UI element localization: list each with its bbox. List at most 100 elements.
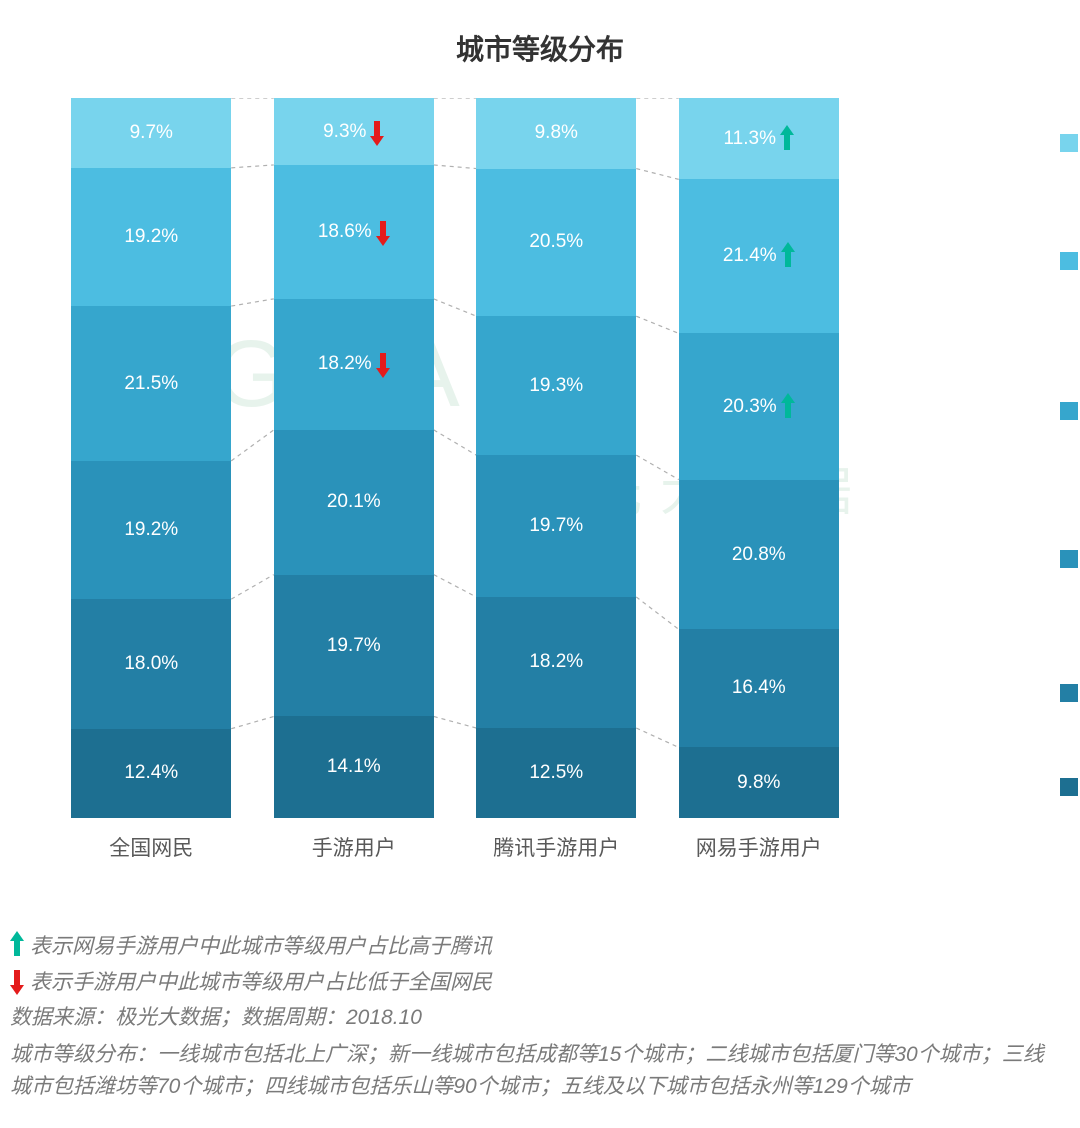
bar-group: 12.5%18.2%19.7%19.3%20.5%9.8%腾讯手游用户 <box>455 98 658 818</box>
bar-segment: 19.7% <box>476 455 636 597</box>
bar-segment: 19.2% <box>71 168 231 306</box>
stacked-bar: 9.8% 16.4% 20.8% 20.3% 21.4% 11.3% <box>679 98 839 818</box>
segment-label: 20.1% <box>327 491 381 513</box>
note-down-text: 表示手游用户中此城市等级用户占比低于全国网民 <box>30 966 492 996</box>
bar-segment: 18.0% <box>71 599 231 729</box>
xaxis-label: 网易手游用户 <box>658 832 861 862</box>
segment-label: 19.3% <box>529 375 583 397</box>
segment-label: 20.5% <box>529 231 583 253</box>
bar-segment: 12.5% <box>476 728 636 818</box>
arrow-up-icon <box>781 394 795 420</box>
segment-label: 19.7% <box>529 515 583 537</box>
segment-label: 14.1% <box>327 756 381 778</box>
chart-title: 城市等级分布 <box>0 0 1080 98</box>
arrow-down-icon <box>376 351 390 377</box>
bar-segment: 20.5% <box>476 169 636 317</box>
bar-segment: 18.2% <box>274 299 434 430</box>
segment-label: 19.2% <box>124 226 178 248</box>
arrow-up-icon <box>780 126 794 152</box>
segment-value-text: 21.4% <box>723 245 777 267</box>
bar-segment: 9.8% <box>679 747 839 818</box>
segment-value-text: 20.5% <box>529 231 583 253</box>
segment-value-text: 12.5% <box>529 762 583 784</box>
bar-segment: 14.1% <box>274 716 434 818</box>
segment-value-text: 9.7% <box>130 122 173 144</box>
arrow-down-icon <box>10 968 24 994</box>
segment-label: 18.0% <box>124 653 178 675</box>
bar-segment: 16.4% <box>679 629 839 747</box>
bar-segment: 18.2% <box>476 597 636 728</box>
segment-label: 12.4% <box>124 762 178 784</box>
legend-item: 五线及以下城市 <box>1060 773 1080 802</box>
arrow-down-icon <box>376 219 390 245</box>
segment-value-text: 19.2% <box>124 519 178 541</box>
segment-value-text: 9.3% <box>323 121 366 143</box>
note-up-text: 表示网易手游用户中此城市等级用户占比高于腾讯 <box>30 930 492 960</box>
legend-swatch <box>1060 402 1078 420</box>
arrow-up-icon <box>10 932 24 958</box>
source-text: 数据来源：极光大数据；数据周期：2018.10 <box>10 1002 1060 1035</box>
stacked-bar: 12.5% 18.2% 19.7% 19.3% 20.5% 9.8% <box>476 98 636 818</box>
legend-item: 新一线城市 <box>1060 246 1080 275</box>
segment-label: 18.2% <box>529 651 583 673</box>
legend-swatch <box>1060 684 1078 702</box>
segment-label: 9.3% <box>323 119 384 145</box>
segment-label: 20.3% <box>723 394 795 420</box>
legend-item: 二线城市 <box>1060 397 1080 426</box>
segment-label: 9.8% <box>535 122 578 144</box>
bar-segment: 21.5% <box>71 306 231 461</box>
stacked-bar: 14.1% 19.7% 20.1% 18.2% 18.6% 9.3% <box>274 98 434 818</box>
xaxis-label: 手游用户 <box>253 832 456 862</box>
legend-swatch <box>1060 550 1078 568</box>
segment-label: 19.2% <box>124 519 178 541</box>
legend-item: 四线城市 <box>1060 678 1080 707</box>
segment-label: 11.3% <box>724 126 794 152</box>
segment-value-text: 19.2% <box>124 226 178 248</box>
stacked-bar: 12.4% 18.0% 19.2% 21.5% 19.2% 9.7% <box>71 98 231 818</box>
legend-item: 一线城市 <box>1060 129 1080 158</box>
note-up: 表示网易手游用户中此城市等级用户占比高于腾讯 <box>10 930 1060 960</box>
segment-value-text: 18.6% <box>318 221 372 243</box>
arrow-down-icon <box>370 119 384 145</box>
segment-label: 9.8% <box>737 772 780 794</box>
segment-value-text: 20.8% <box>732 544 786 566</box>
bar-group: 14.1%19.7%20.1%18.2%18.6%9.3%手游用户 <box>253 98 456 818</box>
segment-label: 18.6% <box>318 219 390 245</box>
bar-segment: 11.3% <box>679 98 839 179</box>
segment-value-text: 18.0% <box>124 653 178 675</box>
legend-item: 三线城市 <box>1060 544 1080 573</box>
segment-label: 12.5% <box>529 762 583 784</box>
segment-value-text: 9.8% <box>737 772 780 794</box>
bar-segment: 9.8% <box>476 98 636 169</box>
xaxis-label: 全国网民 <box>50 832 253 862</box>
bar-segment: 19.7% <box>274 575 434 717</box>
bar-segment: 20.3% <box>679 333 839 479</box>
segment-label: 21.4% <box>723 243 795 269</box>
bar-segment: 9.3% <box>274 98 434 165</box>
segment-value-text: 9.8% <box>535 122 578 144</box>
bars-container: 12.4%18.0%19.2%21.5%19.2%9.7%全国网民14.1%19… <box>50 98 860 818</box>
segment-value-text: 20.3% <box>723 396 777 418</box>
bar-segment: 19.3% <box>476 316 636 455</box>
segment-value-text: 11.3% <box>724 128 776 150</box>
footer: 表示网易手游用户中此城市等级用户占比高于腾讯 表示手游用户中此城市等级用户占比低… <box>10 930 1060 1108</box>
bar-segment: 20.1% <box>274 430 434 575</box>
segment-value-text: 14.1% <box>327 756 381 778</box>
segment-label: 21.5% <box>124 373 178 395</box>
segment-label: 9.7% <box>130 122 173 144</box>
segment-value-text: 18.2% <box>529 651 583 673</box>
bar-group: 12.4%18.0%19.2%21.5%19.2%9.7%全国网民 <box>50 98 253 818</box>
bar-segment: 18.6% <box>274 165 434 299</box>
segment-value-text: 16.4% <box>732 677 786 699</box>
bar-segment: 12.4% <box>71 729 231 818</box>
legend-swatch <box>1060 252 1078 270</box>
segment-value-text: 19.7% <box>529 515 583 537</box>
segment-label: 18.2% <box>318 351 390 377</box>
bar-group: 9.8%16.4%20.8%20.3%21.4%11.3%网易手游用户 <box>658 98 861 818</box>
segment-label: 19.7% <box>327 635 381 657</box>
arrow-up-icon <box>781 243 795 269</box>
segment-value-text: 19.3% <box>529 375 583 397</box>
segment-label: 20.8% <box>732 544 786 566</box>
legend-swatch <box>1060 778 1078 796</box>
segment-value-text: 12.4% <box>124 762 178 784</box>
